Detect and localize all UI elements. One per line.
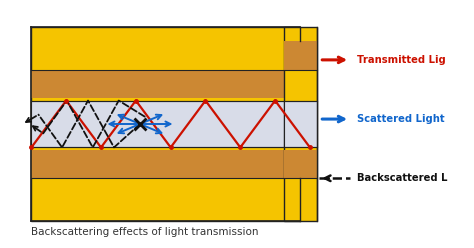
Bar: [284, 150, 317, 178]
Bar: [31, 27, 301, 221]
Bar: [284, 41, 317, 70]
Bar: [284, 27, 317, 221]
Text: Transmitted Lig: Transmitted Lig: [357, 55, 446, 65]
Bar: [31, 150, 301, 178]
Text: Scattered Light: Scattered Light: [357, 114, 445, 124]
Bar: [284, 101, 317, 147]
Text: Backscattering effects of light transmission: Backscattering effects of light transmis…: [31, 227, 259, 237]
Bar: [31, 70, 301, 98]
Text: Backscattered L: Backscattered L: [357, 173, 447, 183]
Bar: [31, 101, 301, 147]
